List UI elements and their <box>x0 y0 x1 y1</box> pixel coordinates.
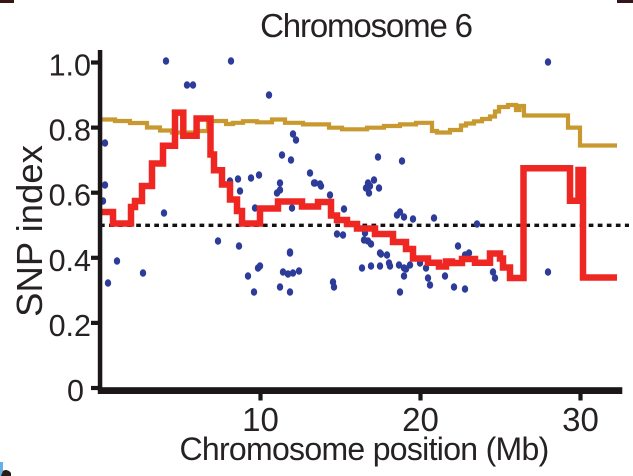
svg-text:0: 0 <box>67 374 84 408</box>
svg-text:Chromosome 6: Chromosome 6 <box>260 7 472 44</box>
svg-text:0.8: 0.8 <box>49 114 91 148</box>
svg-text:SNP index: SNP index <box>9 145 50 317</box>
svg-text:1.0: 1.0 <box>49 49 91 83</box>
svg-text:0.4: 0.4 <box>49 244 91 278</box>
svg-text:0.2: 0.2 <box>49 309 91 343</box>
svg-text:20: 20 <box>402 401 439 438</box>
svg-text:Chromosome position (Mb): Chromosome position (Mb) <box>179 431 548 467</box>
svg-text:0.6: 0.6 <box>49 179 91 213</box>
svg-text:30: 30 <box>562 401 599 438</box>
svg-text:10: 10 <box>242 401 279 438</box>
